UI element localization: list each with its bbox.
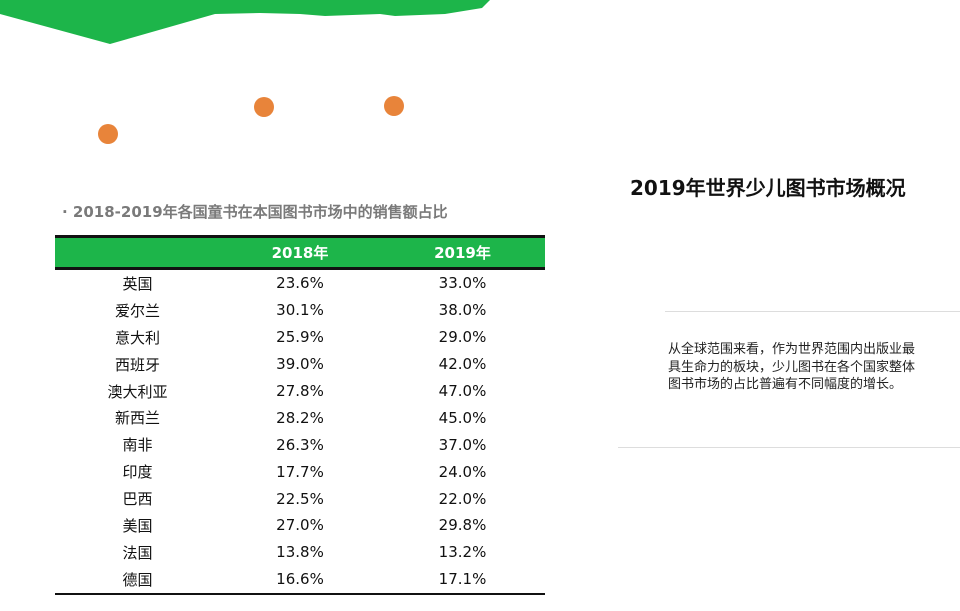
table-row: 西班牙 39.0% 42.0% bbox=[55, 351, 545, 378]
country-cell: 法国 bbox=[122, 543, 153, 562]
country-cell: 澳大利亚 bbox=[107, 382, 168, 401]
divider-line bbox=[665, 311, 960, 312]
page-title: 2019年世界少儿图书市场概况 bbox=[630, 176, 906, 200]
value-2019-cell: 33.0% bbox=[438, 274, 487, 293]
value-2019-cell: 37.0% bbox=[438, 435, 487, 454]
table-row: 意大利 25.9% 29.0% bbox=[55, 324, 545, 351]
orange-dot-decoration bbox=[254, 97, 274, 117]
sales-share-table: 2018年 2019年 英国 23.6% 33.0% 爱尔兰 30.1% 38.0% 意… bbox=[55, 235, 545, 595]
country-cell: 新西兰 bbox=[114, 409, 160, 428]
country-cell: 西班牙 bbox=[114, 355, 160, 374]
table-row: 德国 16.6% 17.1% bbox=[55, 565, 545, 595]
table-row: 澳大利亚 27.8% 47.0% bbox=[55, 378, 545, 405]
green-banner-shape bbox=[0, 0, 490, 44]
table-row: 印度 17.7% 24.0% bbox=[55, 458, 545, 485]
orange-dot-decoration bbox=[98, 124, 118, 144]
header-2019: 2019年 bbox=[380, 235, 545, 270]
table-row: 南非 26.3% 37.0% bbox=[55, 431, 545, 458]
value-2018-cell: 26.3% bbox=[276, 435, 324, 454]
country-cell: 爱尔兰 bbox=[114, 301, 160, 320]
value-2018-cell: 16.6% bbox=[220, 565, 380, 595]
value-2018-cell: 13.8% bbox=[276, 543, 324, 562]
value-2019-cell: 22.0% bbox=[438, 489, 487, 508]
value-2019-cell: 13.2% bbox=[438, 543, 487, 562]
value-2018-cell: 39.0% bbox=[276, 355, 324, 374]
value-2019-cell: 42.0% bbox=[438, 355, 487, 374]
value-2018-cell: 17.7% bbox=[276, 462, 324, 481]
value-2018-cell: 27.8% bbox=[276, 382, 324, 400]
country-cell: 印度 bbox=[122, 463, 153, 482]
country-cell: 美国 bbox=[122, 516, 153, 535]
value-2018-cell: 22.5% bbox=[276, 489, 324, 508]
table-row: 爱尔兰 30.1% 38.0% bbox=[55, 297, 545, 324]
country-cell: 意大利 bbox=[114, 328, 160, 347]
table-subtitle: · 2018-2019年各国童书在本国图书市场中的销售额占比 bbox=[62, 203, 448, 221]
value-2019-cell: 29.8% bbox=[438, 516, 487, 535]
table-header-row: 2018年 2019年 bbox=[55, 235, 545, 270]
value-2018-cell: 30.1% bbox=[276, 301, 324, 320]
value-2018-cell: 23.6% bbox=[276, 274, 324, 293]
value-2018-cell: 25.9% bbox=[276, 328, 324, 347]
value-2019-cell: 29.0% bbox=[438, 328, 487, 347]
country-cell: 南非 bbox=[122, 436, 153, 455]
value-2019-cell: 38.0% bbox=[438, 301, 487, 320]
header-2018: 2018年 bbox=[220, 235, 380, 270]
value-2018-cell: 28.2% bbox=[276, 408, 324, 427]
header-country bbox=[55, 235, 220, 270]
value-2018-cell: 27.0% bbox=[276, 516, 324, 535]
table-row: 法国 13.8% 13.2% bbox=[55, 539, 545, 566]
table-row: 英国 23.6% 33.0% bbox=[55, 269, 545, 297]
table-row: 美国 27.0% 29.8% bbox=[55, 512, 545, 539]
divider-line bbox=[618, 447, 960, 448]
orange-dot-decoration bbox=[384, 96, 404, 116]
table-row: 巴西 22.5% 22.0% bbox=[55, 485, 545, 512]
country-cell: 巴西 bbox=[122, 490, 153, 509]
value-2019-cell: 47.0% bbox=[438, 382, 487, 400]
country-cell: 英国 bbox=[122, 274, 153, 293]
value-2019-cell: 45.0% bbox=[438, 408, 487, 427]
value-2019-cell: 17.1% bbox=[380, 565, 545, 595]
description-text: 从全球范围来看，作为世界范围内出版业最具生命力的板块，少儿图书在各个国家整体图书… bbox=[668, 342, 916, 392]
country-cell: 德国 bbox=[55, 565, 220, 595]
table-row: 新西兰 28.2% 45.0% bbox=[55, 404, 545, 431]
value-2019-cell: 24.0% bbox=[438, 462, 487, 481]
